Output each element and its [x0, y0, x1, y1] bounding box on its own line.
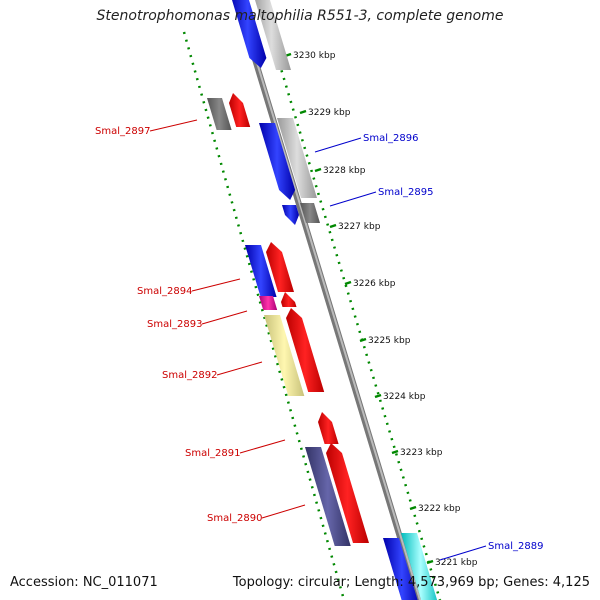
tick-mark — [314, 167, 322, 173]
tick-group: 3230 kbp 3229 kbp 3228 kbp 3227 kbp 3226 kbp… — [284, 51, 478, 568]
gene-feature-yellow — [264, 315, 305, 396]
leader-line — [239, 439, 286, 454]
gene-feature-red — [318, 412, 339, 444]
gene-feature-red — [286, 308, 325, 392]
tick-label: 3228 kbp — [323, 166, 366, 176]
leader-line — [201, 310, 248, 325]
tick-label: 3227 kbp — [338, 222, 381, 232]
leader-line — [216, 361, 263, 376]
tick-mark — [426, 559, 434, 565]
gene-features — [207, 0, 438, 600]
gene-label-left: Smal_2893 — [147, 319, 202, 330]
accession-text: Accession: NC_011071 — [10, 575, 158, 590]
gene-feature-blue — [383, 538, 418, 600]
tick-label: 3229 kbp — [308, 108, 351, 118]
tick-mark — [329, 223, 337, 229]
gene-label-right: Smal_2895 — [378, 187, 433, 198]
tick-label: 3224 kbp — [383, 392, 426, 402]
leader-line — [191, 278, 241, 292]
gene-feature-gray — [255, 0, 291, 70]
gene-feature-blue — [282, 205, 299, 225]
gene-feature-gray — [207, 98, 232, 130]
leader-line — [261, 504, 306, 519]
gene-feature-red — [326, 443, 369, 543]
gene-feature-blue — [245, 245, 277, 297]
gene-feature-gray — [300, 203, 320, 223]
gene-label-left: Smal_2891 — [185, 448, 240, 459]
gene-label-group: Smal_2897 Smal_2894 Smal_2893 Smal_2892 Smal… — [95, 119, 543, 561]
genome-backbone-highlight — [237, 0, 421, 600]
gene-label-left: Smal_2894 — [137, 286, 192, 297]
topology-summary: Topology: circular; Length: 4,573,969 bp… — [232, 575, 590, 590]
gene-feature-magenta — [259, 296, 278, 310]
gene-feature-red — [281, 292, 297, 307]
tick-label: 3222 kbp — [418, 504, 461, 514]
leader-line — [149, 119, 198, 132]
tick-mark — [391, 449, 399, 455]
tick-label: 3223 kbp — [400, 448, 443, 458]
tick-mark — [359, 337, 367, 343]
gene-feature-blue — [259, 123, 296, 200]
gene-feature-cyan — [401, 533, 438, 600]
tick-mark — [409, 505, 417, 511]
gene-label-left: Smal_2890 — [207, 513, 262, 524]
tick-label: 3226 kbp — [353, 279, 396, 289]
leader-line — [439, 545, 487, 561]
outer-dotted-guide — [268, 31, 442, 600]
gene-label-left: Smal_2897 — [95, 126, 150, 137]
tick-label: 3230 kbp — [293, 51, 336, 61]
tick-mark — [374, 393, 382, 399]
gene-label-right: Smal_2889 — [488, 541, 543, 552]
leader-line — [314, 137, 362, 153]
gene-feature-gray — [277, 118, 317, 198]
tick-label: 3225 kbp — [368, 336, 411, 346]
tick-mark — [299, 109, 307, 115]
gene-feature-navy — [305, 447, 351, 546]
tick-label: 3221 kbp — [435, 558, 478, 568]
gene-feature-red — [229, 93, 251, 127]
gene-feature-red — [266, 242, 294, 292]
map-title: Stenotrophomonas maltophilia R551-3, com… — [96, 8, 504, 24]
leader-line — [329, 191, 377, 207]
gene-feature-blue — [231, 0, 267, 68]
gene-label-left: Smal_2892 — [162, 370, 217, 381]
tick-mark — [344, 280, 352, 286]
gene-label-right: Smal_2896 — [363, 133, 418, 144]
